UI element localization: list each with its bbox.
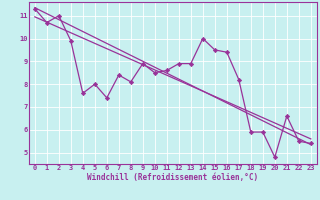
- X-axis label: Windchill (Refroidissement éolien,°C): Windchill (Refroidissement éolien,°C): [87, 173, 258, 182]
